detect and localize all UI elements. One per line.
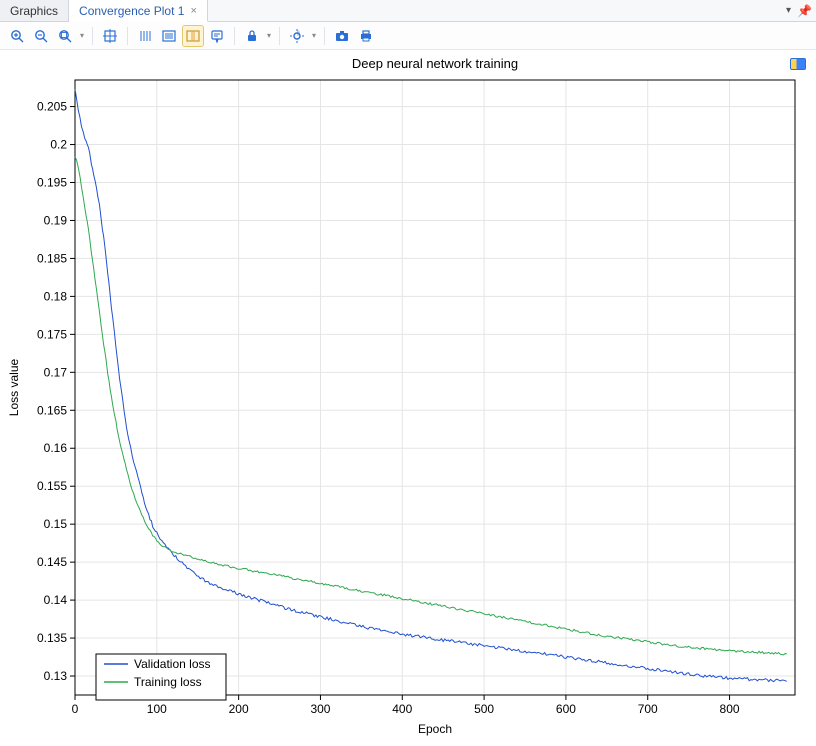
svg-text:300: 300 xyxy=(310,702,330,716)
close-icon[interactable]: × xyxy=(190,5,196,17)
svg-text:400: 400 xyxy=(392,702,412,716)
lock-dropdown-icon[interactable]: ▾ xyxy=(265,31,273,40)
svg-text:500: 500 xyxy=(474,702,494,716)
tab-menu-dropdown-icon[interactable]: ▾ xyxy=(786,5,791,16)
svg-text:0.205: 0.205 xyxy=(37,100,67,114)
tab-convergence-plot[interactable]: Convergence Plot 1 × xyxy=(69,0,208,22)
svg-text:Validation loss: Validation loss xyxy=(134,657,211,671)
svg-text:0.2: 0.2 xyxy=(50,138,67,152)
svg-text:0.14: 0.14 xyxy=(44,593,68,607)
zoom-in-icon[interactable] xyxy=(6,25,28,47)
svg-text:100: 100 xyxy=(147,702,167,716)
plot-toolbar: ▾ ▾ ▾ xyxy=(0,22,816,50)
zoom-box-icon[interactable] xyxy=(54,25,76,47)
scene-light-icon[interactable] xyxy=(286,25,308,47)
svg-text:0.155: 0.155 xyxy=(37,479,67,493)
convergence-chart: 0 100 200 300 400 500 600 700 800 0.13 0.135 0.14 0.… xyxy=(0,50,816,746)
toggle-tooltip-icon[interactable] xyxy=(206,25,228,47)
svg-text:800: 800 xyxy=(720,702,740,716)
tab-graphics[interactable]: Graphics xyxy=(0,0,69,21)
tab-label: Convergence Plot 1 xyxy=(79,4,184,18)
svg-text:0.15: 0.15 xyxy=(44,517,68,531)
svg-text:0: 0 xyxy=(72,702,79,716)
plot-type-icon[interactable] xyxy=(790,58,806,70)
svg-text:0.175: 0.175 xyxy=(37,327,67,341)
tab-label: Graphics xyxy=(10,4,58,18)
plot-area: 0 100 200 300 400 500 600 700 800 0.13 0.135 0.14 0.… xyxy=(0,50,816,746)
toggle-marker-icon[interactable] xyxy=(182,25,204,47)
zoom-extents-icon[interactable] xyxy=(99,25,121,47)
svg-text:600: 600 xyxy=(556,702,576,716)
svg-text:Loss value: Loss value xyxy=(7,358,21,416)
toggle-grid-icon[interactable] xyxy=(134,25,156,47)
toggle-legend-icon[interactable] xyxy=(158,25,180,47)
print-icon[interactable] xyxy=(355,25,377,47)
scene-dropdown-icon[interactable]: ▾ xyxy=(310,31,318,40)
snapshot-icon[interactable] xyxy=(331,25,353,47)
svg-text:0.16: 0.16 xyxy=(44,441,68,455)
svg-text:Training loss: Training loss xyxy=(134,675,202,689)
svg-text:0.165: 0.165 xyxy=(37,403,67,417)
zoom-dropdown-icon[interactable]: ▾ xyxy=(78,31,86,40)
svg-text:0.18: 0.18 xyxy=(44,289,68,303)
svg-text:0.19: 0.19 xyxy=(44,213,68,227)
svg-text:0.13: 0.13 xyxy=(44,669,68,683)
svg-text:0.195: 0.195 xyxy=(37,176,67,190)
lock-axes-icon[interactable] xyxy=(241,25,263,47)
pin-icon[interactable]: 📌 xyxy=(797,4,812,18)
svg-text:0.135: 0.135 xyxy=(37,631,67,645)
tab-bar: Graphics Convergence Plot 1 × ▾ 📌 xyxy=(0,0,816,22)
svg-text:0.185: 0.185 xyxy=(37,251,67,265)
svg-text:700: 700 xyxy=(638,702,658,716)
svg-text:200: 200 xyxy=(229,702,249,716)
zoom-out-icon[interactable] xyxy=(30,25,52,47)
svg-text:Deep neural network training: Deep neural network training xyxy=(352,56,518,71)
svg-text:0.145: 0.145 xyxy=(37,555,67,569)
svg-text:Epoch: Epoch xyxy=(418,722,452,736)
svg-text:0.17: 0.17 xyxy=(44,365,68,379)
